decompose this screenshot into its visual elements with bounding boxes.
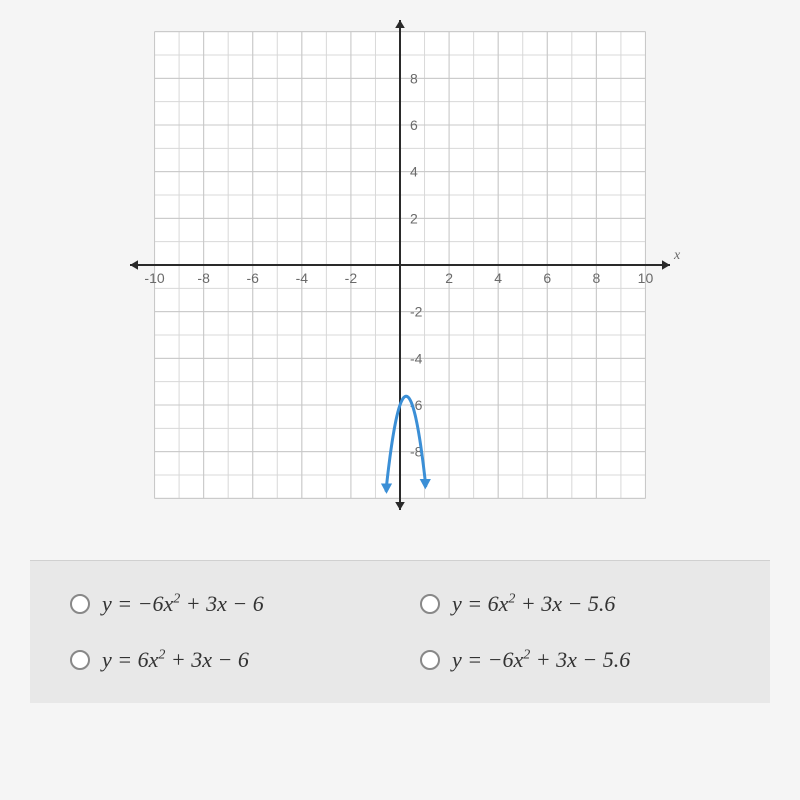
svg-text:x: x <box>673 248 681 263</box>
svg-text:-4: -4 <box>296 270 309 286</box>
svg-text:-2: -2 <box>410 304 423 320</box>
answer-option-1[interactable]: y = −6x2 + 3x − 6 <box>70 591 380 617</box>
svg-text:8: 8 <box>592 270 600 286</box>
svg-text:-6: -6 <box>247 270 260 286</box>
svg-text:10: 10 <box>638 270 654 286</box>
svg-text:4: 4 <box>494 270 502 286</box>
svg-text:-8: -8 <box>197 270 210 286</box>
equation-label: y = −6x2 + 3x − 6 <box>102 591 264 617</box>
svg-text:8: 8 <box>410 70 418 86</box>
svg-text:4: 4 <box>410 164 418 180</box>
radio-icon <box>420 650 440 670</box>
equation-label: y = 6x2 + 3x − 6 <box>102 647 249 673</box>
svg-text:6: 6 <box>543 270 551 286</box>
equation-label: y = −6x2 + 3x − 5.6 <box>452 647 630 673</box>
radio-icon <box>420 594 440 614</box>
chart-area: -10-8-6-4-2246810-8-6-4-22468x <box>30 10 770 530</box>
svg-text:6: 6 <box>410 117 418 133</box>
answer-option-3[interactable]: y = 6x2 + 3x − 6 <box>70 647 380 673</box>
answers-panel: y = −6x2 + 3x − 6 y = 6x2 + 3x − 5.6 y =… <box>30 560 770 703</box>
radio-icon <box>70 650 90 670</box>
svg-text:-4: -4 <box>410 350 423 366</box>
radio-icon <box>70 594 90 614</box>
svg-text:2: 2 <box>445 270 453 286</box>
svg-text:-2: -2 <box>345 270 358 286</box>
answer-option-2[interactable]: y = 6x2 + 3x − 5.6 <box>420 591 730 617</box>
coordinate-graph: -10-8-6-4-2246810-8-6-4-22468x <box>90 10 710 530</box>
svg-text:-10: -10 <box>144 270 164 286</box>
equation-label: y = 6x2 + 3x − 5.6 <box>452 591 615 617</box>
svg-text:2: 2 <box>410 210 418 226</box>
main-container: -10-8-6-4-2246810-8-6-4-22468x y = −6x2 … <box>0 0 800 800</box>
answer-option-4[interactable]: y = −6x2 + 3x − 5.6 <box>420 647 730 673</box>
